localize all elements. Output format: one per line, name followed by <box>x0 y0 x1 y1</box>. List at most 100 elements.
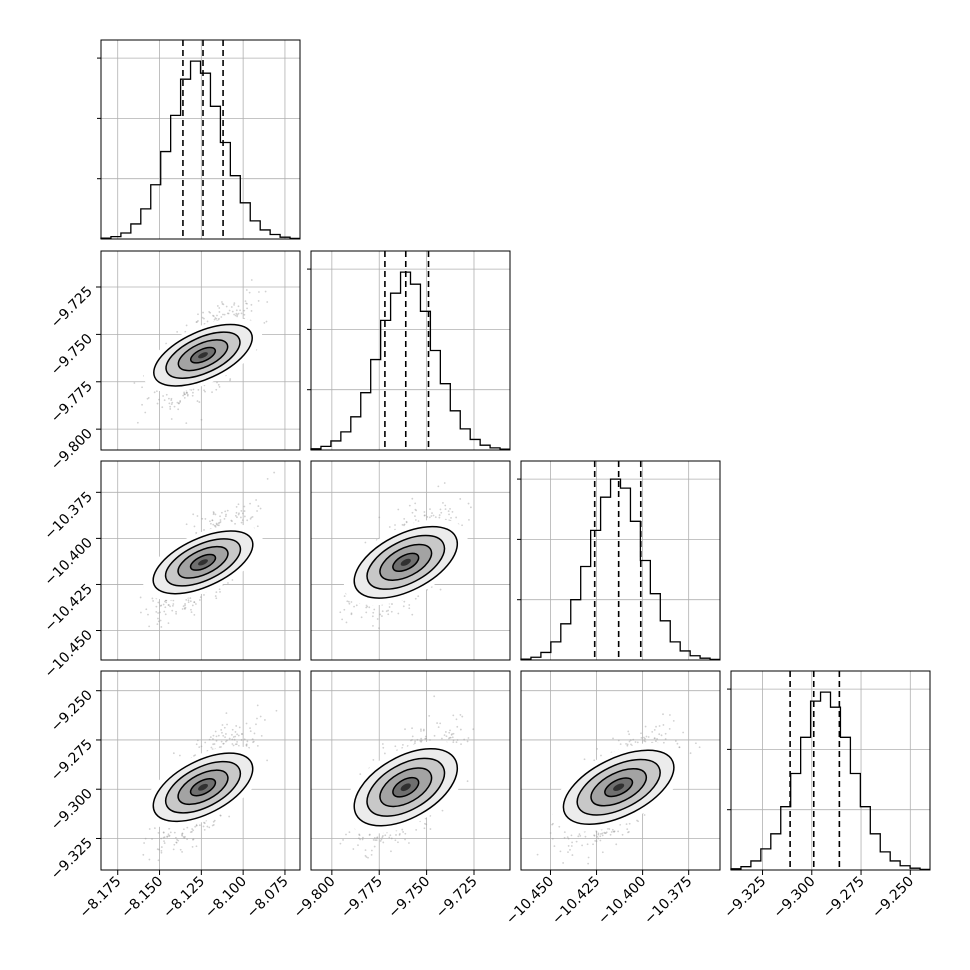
scatter-point <box>209 522 212 525</box>
scatter-point <box>599 835 602 838</box>
scatter-point <box>231 728 234 731</box>
scatter-point <box>612 737 614 740</box>
scatter-point <box>562 862 565 864</box>
scatter-point <box>472 728 475 731</box>
scatter-point <box>245 289 248 291</box>
scatter-point <box>658 733 661 736</box>
scatter-point <box>233 313 236 316</box>
scatter-point <box>184 393 186 396</box>
scatter-point <box>222 303 225 306</box>
scatter-point <box>194 603 197 605</box>
scatter-point <box>237 305 240 308</box>
scatter-point <box>158 398 160 401</box>
scatter-point <box>595 840 598 843</box>
scatter-point <box>164 613 167 616</box>
scatter-point <box>416 738 419 741</box>
scatter-point <box>237 312 240 315</box>
scatter-point <box>461 524 463 527</box>
scatter-point <box>362 836 364 839</box>
scatter-point <box>551 837 554 840</box>
scatter-point <box>452 741 455 744</box>
scatter-point <box>256 525 259 528</box>
scatter-point <box>397 612 400 615</box>
scatter-point <box>231 738 234 741</box>
scatter-point <box>343 608 346 611</box>
scatter-point <box>223 313 226 316</box>
scatter-point <box>655 740 657 743</box>
scatter-point <box>628 733 631 736</box>
scatter-point <box>625 742 627 745</box>
scatter-point <box>203 529 205 531</box>
scatter-point <box>172 599 175 602</box>
scatter-point <box>166 835 169 838</box>
scatter-point <box>204 518 207 520</box>
scatter-point <box>250 303 253 306</box>
scatter-point <box>411 735 414 738</box>
scatter-point <box>220 729 223 731</box>
contour-line <box>392 776 420 798</box>
scatter-point <box>644 740 647 743</box>
scatter-point <box>198 401 201 403</box>
scatter-point <box>136 421 139 424</box>
scatter-point <box>185 324 188 327</box>
scatter-point <box>203 821 205 824</box>
scatter-point <box>584 835 587 838</box>
scatter-point <box>600 754 602 757</box>
scatter-point <box>245 744 248 746</box>
scatter-point <box>612 830 615 833</box>
scatter-point <box>141 386 143 389</box>
scatter-point <box>189 600 192 603</box>
scatter-point <box>368 833 371 836</box>
panel-frame <box>310 670 511 871</box>
scatter-point <box>423 827 426 830</box>
scatter-point <box>243 313 246 316</box>
scatter-point <box>608 828 611 830</box>
scatter-point <box>203 594 205 596</box>
scatter-point <box>455 516 458 519</box>
scatter-point <box>339 611 342 614</box>
scatter-point <box>245 302 248 305</box>
scatter-point <box>192 829 195 832</box>
scatter-point <box>185 391 188 394</box>
scatter-point <box>580 878 582 880</box>
y-tick-label: −9.750 <box>48 331 96 379</box>
scatter-point <box>567 845 570 847</box>
scatter-point <box>660 734 663 737</box>
scatter-point <box>364 849 367 852</box>
scatter-point <box>225 305 228 308</box>
scatter-point <box>162 603 165 606</box>
scatter-point <box>444 731 447 733</box>
scatter-point <box>184 602 186 605</box>
scatter-point <box>425 737 428 740</box>
x-tick-label: −9.275 <box>820 874 868 922</box>
scatter-point <box>448 736 451 739</box>
scatter-point <box>245 743 248 746</box>
scatter-point <box>181 832 184 835</box>
scatter-point <box>231 579 234 581</box>
scatter-point <box>240 510 243 512</box>
scatter-point <box>234 743 237 746</box>
scatter-point <box>599 839 602 842</box>
contour-line <box>353 525 459 599</box>
scatter-point <box>145 608 148 611</box>
scatter-point <box>444 508 447 511</box>
scatter-point <box>256 510 258 512</box>
scatter-point <box>168 397 170 400</box>
scatter-point <box>442 502 444 504</box>
scatter-point <box>155 390 158 393</box>
scatter-point <box>233 304 235 306</box>
scatter-point <box>203 389 205 392</box>
scatter-point <box>381 615 383 617</box>
scatter-point <box>434 516 437 519</box>
scatter-point <box>163 836 166 839</box>
scatter-point <box>217 383 220 386</box>
scatter-point <box>448 513 450 516</box>
y-tick-label: −10.400 <box>42 535 96 589</box>
scatter-point <box>243 505 246 508</box>
scatter-point <box>156 848 159 851</box>
panel-pair-2-1 <box>310 460 511 661</box>
scatter-point <box>578 833 581 836</box>
scatter-point <box>570 845 573 847</box>
scatter-point <box>450 516 452 519</box>
scatter-point <box>420 739 423 742</box>
